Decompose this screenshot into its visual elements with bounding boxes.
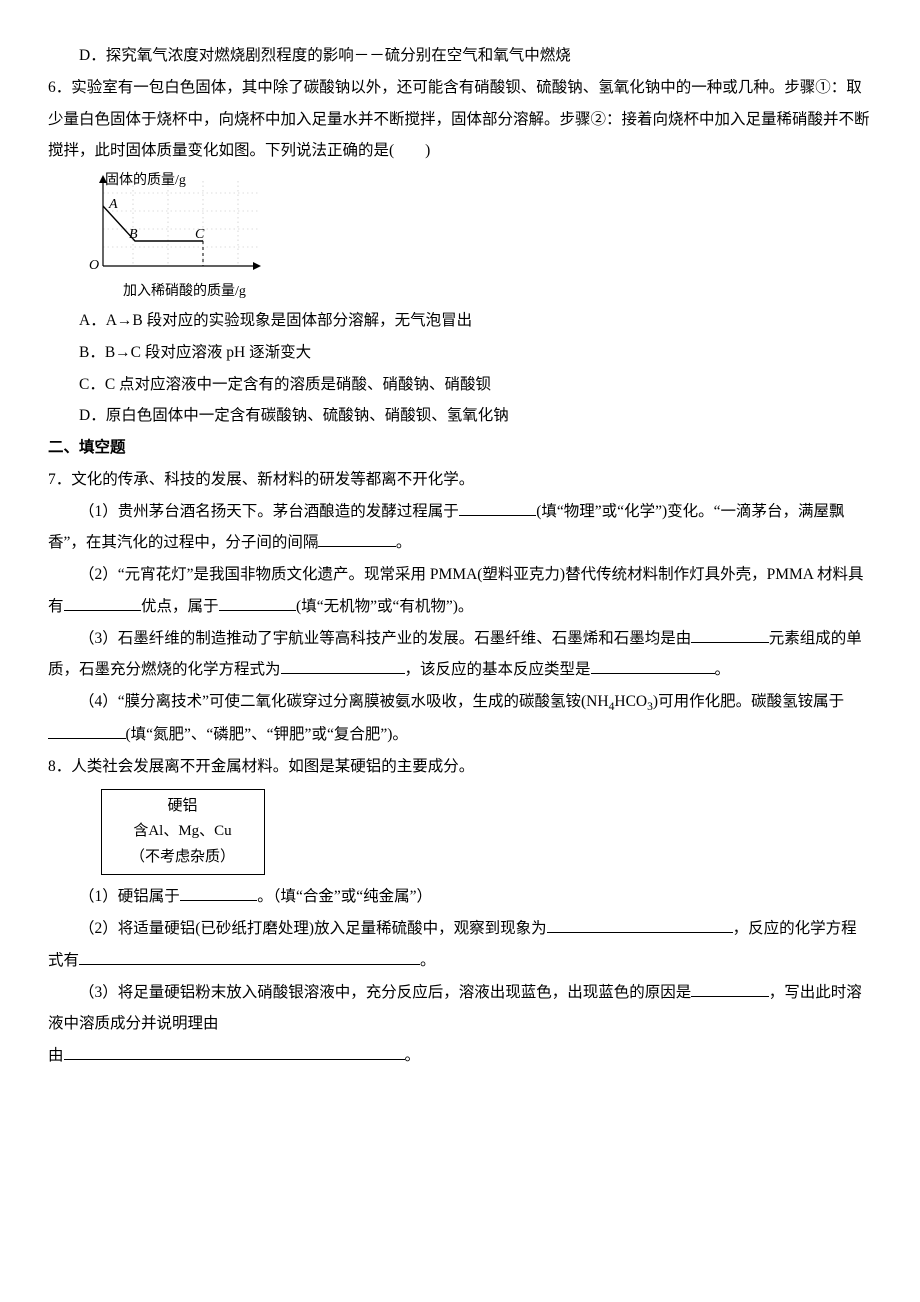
- q8-box-line1: 硬铝: [108, 794, 258, 820]
- q7-p4b: )可用作化肥。碳酸氢铵属于: [653, 693, 844, 710]
- q6-option-c: C．C 点对应溶液中一定含有的溶质是硝酸、硝酸钠、硝酸钡: [48, 369, 872, 401]
- q7-p3c: ，该反应的基本反应类型是: [405, 661, 591, 678]
- q5-option-d: D．探究氧气浓度对燃烧剧烈程度的影响－－硫分别在空气和氧气中燃烧: [48, 40, 872, 72]
- blank[interactable]: [64, 594, 142, 611]
- q8-p1a: （1）硬铝属于: [79, 888, 180, 905]
- q8-box: 硬铝 含Al、Mg、Cu （不考虑杂质）: [101, 789, 265, 876]
- q6-graph-point-a: A: [109, 191, 118, 220]
- blank[interactable]: [547, 916, 733, 933]
- q7-p1a: （1）贵州茅台酒名扬天下。茅台酒酿造的发酵过程属于: [79, 503, 459, 520]
- q8-part3: （3）将足量硬铝粉末放入硝酸银溶液中，充分反应后，溶液出现蓝色，出现蓝色的原因是…: [48, 977, 872, 1072]
- q6-option-d: D．原白色固体中一定含有碳酸钠、硫酸钠、硝酸钡、氢氧化钠: [48, 400, 872, 432]
- q7-p3a: （3）石墨纤维的制造推动了宇航业等高科技产业的发展。石墨纤维、石墨烯和石墨均是由: [79, 630, 691, 647]
- q8-p3c: 。: [405, 1047, 421, 1064]
- q8-part1: （1）硬铝属于 。（填“合金”或“纯金属”）: [48, 881, 872, 913]
- q6-option-a: A．A→B 段对应的实验现象是固体部分溶解，无气泡冒出: [48, 305, 872, 337]
- q8-p3-cont: 由: [48, 1047, 64, 1064]
- q7-part3: （3）石墨纤维的制造推动了宇航业等高科技产业的发展。石墨纤维、石墨烯和石墨均是由…: [48, 623, 872, 687]
- blank[interactable]: [459, 499, 537, 516]
- blank[interactable]: [318, 531, 396, 548]
- q8-p2a: （2）将适量硬铝(已砂纸打磨处理)放入足量稀硫酸中，观察到现象为: [79, 920, 547, 937]
- q8-p1b: 。（填“合金”或“纯金属”）: [257, 888, 432, 905]
- q6-graph-xlabel: 加入稀硝酸的质量/g: [123, 278, 246, 307]
- q7-p2c: (填“无机物”或“有机物”)。: [296, 598, 473, 615]
- blank[interactable]: [591, 658, 715, 675]
- q7-part4: （4）“膜分离技术”可使二氧化碳穿过分离膜被氨水吸收，生成的碳酸氢铵(NH4HC…: [48, 686, 872, 751]
- blank[interactable]: [79, 948, 420, 965]
- blank[interactable]: [48, 723, 126, 740]
- q8-p3a: （3）将足量硬铝粉末放入硝酸银溶液中，充分反应后，溶液出现蓝色，出现蓝色的原因是: [79, 984, 691, 1001]
- q7-part2: （2）“元宵花灯”是我国非物质文化遗产。现常采用 PMMA(塑料亚克力)替代传统…: [48, 559, 872, 623]
- section-2-title: 二、填空题: [48, 432, 872, 464]
- q8-p2c: 。: [420, 952, 436, 969]
- q8-stem: 8．人类社会发展离不开金属材料。如图是某硬铝的主要成分。: [48, 751, 872, 783]
- q7-p2b: 优点，属于: [141, 598, 219, 615]
- q8-box-line3: （不考虑杂质）: [108, 845, 258, 871]
- blank[interactable]: [691, 626, 769, 643]
- blank[interactable]: [281, 658, 405, 675]
- q8-box-line2: 含Al、Mg、Cu: [108, 819, 258, 845]
- q6-option-b: B．B→C 段对应溶液 pH 逐渐变大: [48, 337, 872, 369]
- q8-part2: （2）将适量硬铝(已砂纸打磨处理)放入足量稀硫酸中，观察到现象为，反应的化学方程…: [48, 913, 872, 977]
- q7-stem: 7．文化的传承、科技的发展、新材料的研发等都离不开化学。: [48, 464, 872, 496]
- q6-graph-point-b: B: [129, 221, 138, 250]
- q6-graph-point-c: C: [195, 221, 204, 250]
- blank[interactable]: [180, 885, 258, 902]
- blank[interactable]: [219, 594, 297, 611]
- q7-p4a: （4）“膜分离技术”可使二氧化碳穿过分离膜被氨水吸收，生成的碳酸氢铵(NH: [79, 693, 609, 710]
- blank[interactable]: [691, 980, 769, 997]
- q7-p4c: (填“氮肥”、“磷肥”、“钾肥”或“复合肥”)。: [126, 726, 408, 743]
- q7-p1c: 。: [396, 534, 412, 551]
- q6-graph-origin: O: [89, 252, 99, 281]
- q6-graph: 固体的质量/g O A B C 加入稀硝酸的质量/g: [83, 171, 283, 301]
- q7-p4a-mid: HCO: [614, 693, 647, 710]
- q7-part1: （1）贵州茅台酒名扬天下。茅台酒酿造的发酵过程属于(填“物理”或“化学”)变化。…: [48, 496, 872, 560]
- blank[interactable]: [64, 1044, 405, 1061]
- q6-stem: 6．实验室有一包白色固体，其中除了碳酸钠以外，还可能含有硝酸钡、硫酸钠、氢氧化钠…: [48, 72, 872, 167]
- q7-p3d: 。: [715, 661, 731, 678]
